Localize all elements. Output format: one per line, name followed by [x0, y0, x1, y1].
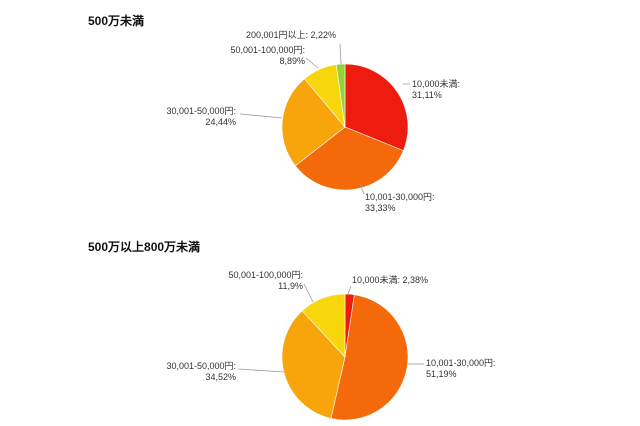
slice-label-2-1: 10,000未満: 2,38%	[352, 274, 428, 285]
slice-label-2-4: 50,001-100,000円: 11,9%	[228, 270, 303, 291]
slice-label-1-3: 30,001-50,000円: 24,44%	[166, 106, 236, 127]
leader-line-2-1	[347, 285, 352, 295]
pie-slice-1-3	[281, 78, 346, 167]
pie-slice-1-1	[344, 63, 409, 151]
leader-line-1-2	[359, 183, 365, 195]
leader-line-1-3	[239, 113, 283, 119]
pie-slice-2-4	[301, 293, 346, 358]
slice-label-1-1: 10,000未満: 31,11%	[412, 78, 460, 100]
pie-slice-2-2	[330, 294, 409, 421]
slice-label-2-2: 10,001-30,000円: 51,19%	[426, 358, 496, 379]
pie-chart-under-5m: 10,000未満: 31,11% 10,001-30,000円: 33,33% 30,0…	[166, 30, 460, 213]
slice-label-1-5: 200,001円以上: 2,22%	[246, 30, 336, 40]
slice-label-2-3: 30,001-50,000円: 34,52%	[166, 361, 236, 382]
chart-title-5m-to-8m: 500万以上800万未満	[88, 240, 201, 254]
pie-slice-2-3	[281, 310, 346, 419]
pie-slice-1-2	[294, 126, 404, 191]
leader-line-2-4	[303, 283, 314, 303]
pie-chart-5m-to-8m: 10,000未満: 2,38% 10,001-30,000円: 51,19% 30,0…	[166, 270, 496, 421]
slice-label-1-4: 50,001-100,000円: 8,89%	[230, 45, 305, 66]
pie-slice-1-5	[335, 63, 346, 128]
leader-line-2-3	[237, 368, 285, 373]
slice-label-1-2: 10,001-30,000円: 33,33%	[365, 192, 435, 213]
leader-line-1-4	[305, 57, 319, 69]
leader-line-1-5	[339, 43, 342, 65]
chart-title-under-5m: 500万未満	[88, 14, 145, 28]
